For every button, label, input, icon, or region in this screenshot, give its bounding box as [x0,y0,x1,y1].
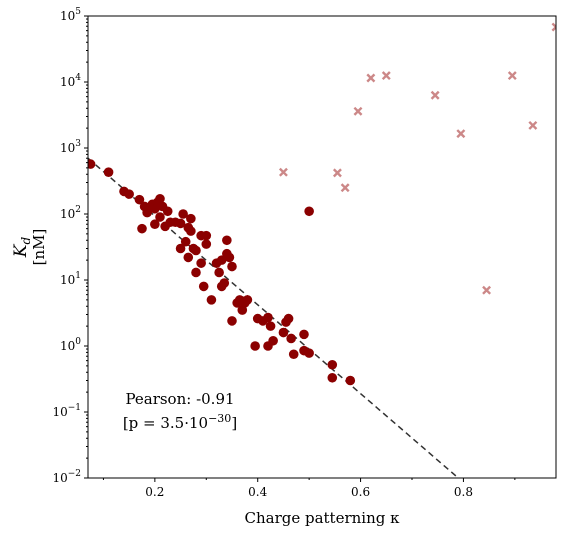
data-point-x [332,168,342,178]
annotation-line1: Pearson: -0.91 [125,390,234,408]
data-point [263,312,273,323]
y-tick-label: 102 [60,205,81,221]
data-point [175,218,186,229]
data-point [137,223,147,234]
y-tick-label: 101 [60,271,81,287]
data-point [186,226,196,236]
annotation-line2-prefix: [p = 3.5·10 [123,414,208,432]
y-tick-label: 10−2 [52,469,81,485]
pearson-annotation: Pearson: -0.91 [p = 3.5·10−30] [123,390,237,432]
data-point [227,261,237,272]
data-point [219,278,230,288]
data-point-x [430,90,440,100]
y-axis-label-main: K [11,243,31,258]
data-point [299,329,309,340]
data-point [191,245,201,256]
data-point [150,219,160,230]
x-tick-label: 0.4 [248,485,267,499]
data-point [183,252,194,263]
y-tick-label: 103 [60,139,81,155]
data-point-x [528,120,538,130]
data-point [178,209,188,219]
data-point-x [551,22,556,32]
data-point [265,321,276,331]
data-point [345,375,356,386]
data-point-x [381,71,391,81]
data-point [222,235,232,246]
annotation-line2-suffix: ] [231,414,237,432]
data-point [216,255,227,265]
data-point-x [507,71,517,81]
data-point [103,167,114,177]
y-axis-label-sub: d [19,236,33,244]
data-point [214,267,224,278]
data-point-x [456,129,466,139]
x-axis-label: Charge patterning κ [244,509,400,527]
data-point-x [340,183,350,193]
data-point-x [366,73,376,83]
data-point [155,193,165,204]
plot-frame [87,15,557,479]
data-point [327,372,338,383]
y-axis-unit: [nM] [30,229,48,266]
data-point [198,281,209,292]
data-point [206,295,217,305]
data-point [327,359,338,370]
data-point [134,194,145,205]
data-point [201,230,212,241]
data-point [201,239,212,249]
data-point [224,252,235,263]
data-point [278,327,289,338]
data-point [250,341,260,351]
data-point-x [353,106,363,116]
y-tick-label: 105 [60,7,81,23]
data-point [304,348,314,358]
y-axis-label: Kd [11,236,33,258]
data-point [162,206,173,217]
data-point-x [278,167,288,177]
y-tick-label: 104 [60,73,81,89]
data-point [304,206,314,217]
svg-text:Kd: Kd [11,236,33,258]
data-point-x [482,285,492,295]
data-point [88,159,96,169]
data-point [227,316,237,326]
data-point [268,335,278,346]
annotation-line2-exp: −30 [208,412,231,425]
data-point [242,295,253,305]
data-point [283,313,294,324]
data-point [191,267,201,278]
annotation-line2: [p = 3.5·10−30] [123,412,237,432]
data-point [124,189,134,199]
y-tick-label: 100 [60,337,81,353]
data-point [180,236,191,247]
data-point [286,333,296,344]
data-point [155,212,165,222]
data-point [175,243,186,254]
data-point [288,349,299,360]
x-tick-label: 0.2 [145,485,164,499]
data-point [237,305,248,315]
data-point [186,213,196,224]
y-tick-label: 10−1 [52,403,81,419]
data-point [196,258,206,268]
x-tick-label: 0.8 [454,485,473,499]
x-tick-label: 0.6 [351,485,370,499]
